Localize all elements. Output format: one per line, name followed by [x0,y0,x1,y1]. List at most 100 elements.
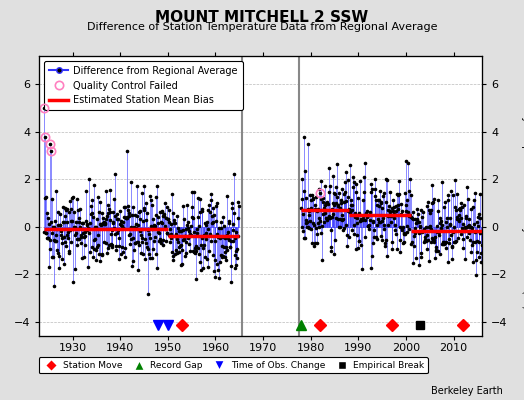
Point [116,208,124,215]
Point [228,200,236,206]
Point [416,224,424,230]
Point [194,251,203,257]
Point [163,230,171,236]
Point [229,226,237,233]
Point [93,244,102,250]
Point [368,218,377,225]
Point [467,225,476,232]
Point [443,224,451,230]
Point [477,250,485,256]
Point [375,197,383,203]
Point [70,224,79,230]
Point [171,251,180,257]
Point [89,254,97,260]
Point [403,197,411,204]
Point [319,199,328,206]
Point [74,219,83,225]
Point [154,229,162,235]
Point [345,206,353,212]
Point [470,220,478,227]
Point [52,188,61,194]
Point [436,250,444,257]
Point [334,216,343,222]
Point [300,234,308,241]
Point [124,212,133,219]
Point [413,211,422,218]
Point [354,195,363,201]
Point [63,219,71,225]
Point [185,228,193,234]
Point [394,206,402,212]
Point [297,205,305,212]
Point [412,216,421,222]
Point [346,209,355,216]
Point [400,190,409,196]
Point [92,257,100,263]
Point [141,200,150,206]
Point [323,215,332,222]
Point [341,179,350,186]
Point [423,237,432,243]
Point [212,218,220,224]
Point [337,200,345,206]
Point [203,255,211,262]
Point [298,176,306,182]
Point [189,215,198,222]
Point [395,191,403,197]
Point [150,233,159,240]
Point [100,218,108,225]
Point [129,224,138,231]
Point [133,213,141,219]
Point [346,197,355,203]
Point [364,223,372,229]
Point [384,222,392,229]
Point [142,240,150,246]
Point [77,240,85,246]
Point [110,196,118,203]
Point [228,238,237,244]
Point [44,235,52,241]
Point [55,252,63,259]
Point [330,251,339,258]
Point [387,219,395,225]
Point [443,215,451,222]
Point [420,237,429,244]
Point [168,190,177,197]
Point [314,206,322,212]
Point [127,179,136,185]
Point [148,225,157,232]
Point [217,225,225,232]
Point [90,246,98,252]
Point [327,244,335,251]
Point [335,224,344,230]
Point [362,210,370,216]
Point [48,230,57,236]
Point [466,224,474,230]
Point [426,210,434,216]
Point [42,210,51,216]
Point [84,224,93,231]
Point [198,208,206,214]
Point [313,231,322,237]
Point [73,236,81,242]
Point [433,197,442,203]
Point [465,222,473,229]
Point [135,242,144,248]
Point [329,211,337,217]
Point [79,230,88,237]
Point [192,243,200,250]
Point [104,210,112,216]
Point [350,222,358,228]
Point [182,249,191,256]
Point [61,213,69,220]
Point [171,231,180,238]
Point [120,204,128,210]
Point [399,230,408,236]
Point [67,238,75,245]
Point [72,230,80,236]
Point [452,238,460,244]
Point [328,206,336,212]
Point [117,243,126,250]
Point [106,187,115,194]
Point [383,176,391,182]
